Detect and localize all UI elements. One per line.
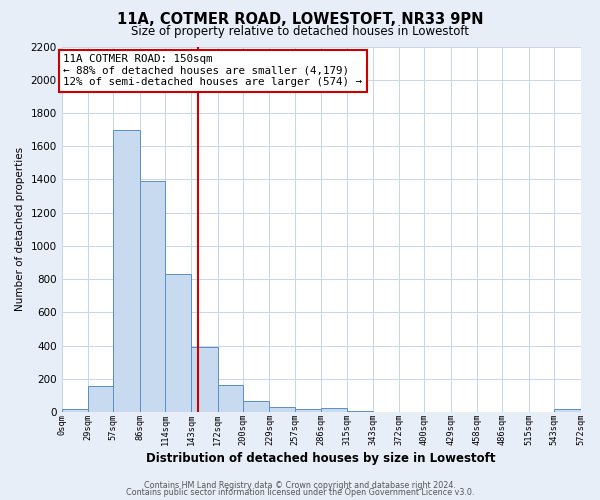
Y-axis label: Number of detached properties: Number of detached properties bbox=[15, 148, 25, 312]
Bar bbox=[62, 409, 88, 412]
Bar bbox=[165, 274, 191, 412]
Bar bbox=[191, 348, 218, 412]
Bar bbox=[88, 386, 113, 412]
Text: Size of property relative to detached houses in Lowestoft: Size of property relative to detached ho… bbox=[131, 25, 469, 38]
Text: Contains public sector information licensed under the Open Government Licence v3: Contains public sector information licen… bbox=[126, 488, 474, 497]
Bar bbox=[243, 402, 269, 412]
Bar bbox=[218, 384, 243, 412]
Text: Contains HM Land Registry data © Crown copyright and database right 2024.: Contains HM Land Registry data © Crown c… bbox=[144, 480, 456, 490]
Bar bbox=[347, 410, 373, 412]
Bar bbox=[269, 407, 295, 412]
Bar bbox=[554, 409, 581, 412]
Text: 11A, COTMER ROAD, LOWESTOFT, NR33 9PN: 11A, COTMER ROAD, LOWESTOFT, NR33 9PN bbox=[117, 12, 483, 28]
Bar bbox=[140, 181, 165, 412]
Text: 11A COTMER ROAD: 150sqm
← 88% of detached houses are smaller (4,179)
12% of semi: 11A COTMER ROAD: 150sqm ← 88% of detache… bbox=[64, 54, 362, 87]
Bar bbox=[113, 130, 140, 412]
Bar bbox=[295, 409, 321, 412]
X-axis label: Distribution of detached houses by size in Lowestoft: Distribution of detached houses by size … bbox=[146, 452, 496, 465]
Bar bbox=[321, 408, 347, 412]
